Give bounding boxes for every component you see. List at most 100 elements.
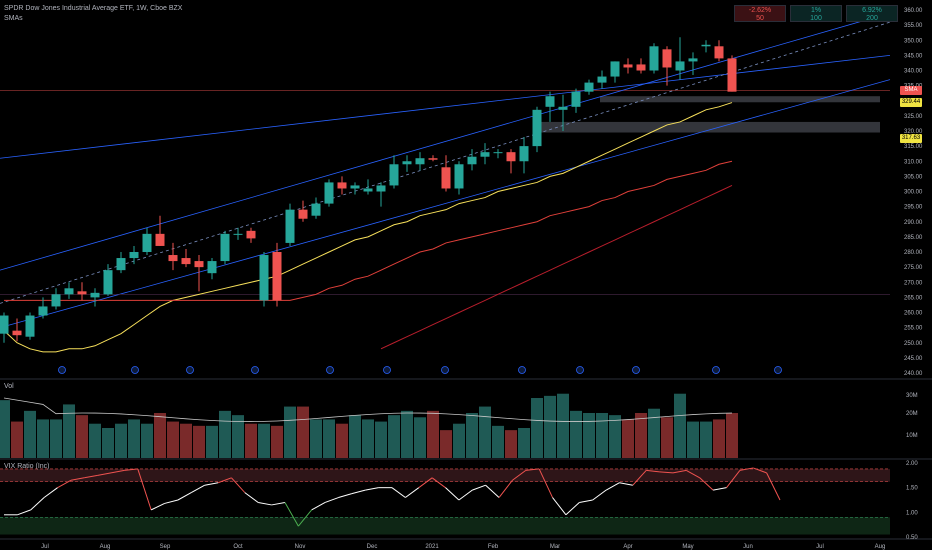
volume-bar	[154, 413, 166, 458]
vix-ratio-line	[204, 482, 219, 486]
candle-body	[350, 185, 360, 189]
vix-ratio-line	[565, 502, 580, 516]
candle-body	[688, 58, 698, 62]
earnings-marker	[576, 366, 584, 374]
stat-period: 50	[756, 15, 764, 22]
x-tick-label: Sep	[160, 544, 171, 550]
candle-body	[402, 161, 412, 165]
candle-body	[480, 152, 490, 157]
volume-bar	[557, 393, 569, 458]
candle-body	[259, 255, 269, 301]
volume-tick-label: 10M	[906, 433, 918, 439]
vix-ratio-line	[17, 509, 31, 516]
candle-body	[90, 292, 100, 298]
volume-bar	[310, 419, 322, 458]
vix-ratio-line	[672, 469, 687, 474]
y-tick-label: 250.00	[904, 341, 923, 347]
vix-ratio-line	[164, 499, 179, 504]
x-tick-label: Jul	[41, 544, 49, 550]
price-tag: SMA	[900, 86, 922, 96]
volume-bar	[635, 413, 647, 458]
y-tick-label: 320.00	[904, 129, 923, 135]
y-tick-label: 260.00	[904, 311, 923, 317]
candle-body	[454, 164, 464, 189]
stat-period: 100	[810, 15, 822, 22]
candle-body	[467, 156, 477, 165]
volume-bar	[258, 423, 270, 458]
candle-body	[311, 203, 321, 216]
vix-ratio-line	[498, 479, 513, 498]
earnings-marker	[186, 366, 194, 374]
volume-bar	[11, 421, 23, 458]
stat-percent: -2.62%	[748, 7, 772, 14]
volume-bar	[24, 410, 36, 458]
volume-bar	[609, 415, 621, 458]
vix-ratio-line	[445, 487, 460, 501]
volume-bar	[687, 421, 699, 458]
vix-ratio-line	[258, 501, 272, 506]
sma-stat-box: -2.62% 50	[734, 5, 786, 22]
volume-bar	[128, 419, 140, 458]
volume-bar	[336, 423, 348, 458]
volume-bar	[349, 415, 361, 458]
volume-bar	[102, 428, 114, 458]
y-tick-label: 275.00	[904, 265, 923, 271]
vix-ratio-line	[84, 474, 98, 479]
vix-ratio-line	[244, 492, 259, 503]
vix-ratio-line	[619, 482, 633, 486]
volume-bar	[401, 410, 413, 458]
sma-line	[4, 160, 733, 301]
candle-body	[623, 64, 633, 68]
candle-body	[389, 164, 399, 186]
vix-ratio-line	[150, 503, 165, 511]
candle-body	[38, 306, 48, 316]
sma-stat-box: 1% 100	[790, 5, 842, 22]
vix-ratio-line	[405, 487, 420, 498]
y-tick-label: 265.00	[904, 295, 923, 301]
y-tick-label: 340.00	[904, 69, 923, 75]
candle-body	[103, 270, 113, 295]
vix-ratio-line	[57, 479, 72, 489]
vix-ratio-line	[30, 497, 45, 511]
volume-bar	[245, 423, 257, 458]
volume-bar	[206, 425, 218, 458]
oversold-zone	[0, 517, 890, 535]
earnings-marker	[632, 366, 640, 374]
x-tick-label: 2021	[425, 544, 439, 550]
vix-ratio-line	[472, 484, 486, 491]
volume-bar	[297, 406, 309, 458]
vix-ratio-line	[579, 499, 593, 503]
volume-bar	[596, 413, 608, 458]
candle-body	[727, 58, 737, 92]
vix-ratio-line	[431, 477, 446, 489]
volume-bar	[115, 423, 127, 458]
vix-ratio-line	[97, 472, 112, 476]
x-tick-label: Aug	[875, 544, 886, 550]
candle-body	[207, 261, 217, 274]
candle-body	[610, 61, 620, 77]
indicator-label: SMAs	[4, 15, 23, 22]
vix-ratio-line	[271, 501, 286, 506]
candle-body	[519, 146, 529, 162]
vix-ratio-line	[351, 489, 366, 495]
vix-ratio-line	[297, 509, 313, 527]
volume-bar	[141, 423, 153, 458]
volume-bar	[219, 410, 231, 458]
candle-body	[558, 106, 568, 110]
volume-bar	[63, 404, 75, 458]
candle-body	[272, 252, 282, 301]
earnings-marker	[774, 366, 782, 374]
vix-ratio-line	[632, 470, 647, 486]
sma-stat-box: 6.92% 200	[846, 5, 898, 22]
sma-slow-line	[380, 184, 733, 350]
vix-tick-label: 2.00	[906, 461, 918, 467]
earnings-marker	[383, 366, 391, 374]
candle-body	[337, 182, 347, 189]
candle-body	[571, 91, 581, 107]
volume-bar	[362, 419, 374, 458]
y-tick-label: 305.00	[904, 174, 923, 180]
support-zone	[538, 121, 880, 133]
stat-percent: 1%	[810, 7, 822, 14]
vix-ratio-line	[217, 477, 232, 484]
